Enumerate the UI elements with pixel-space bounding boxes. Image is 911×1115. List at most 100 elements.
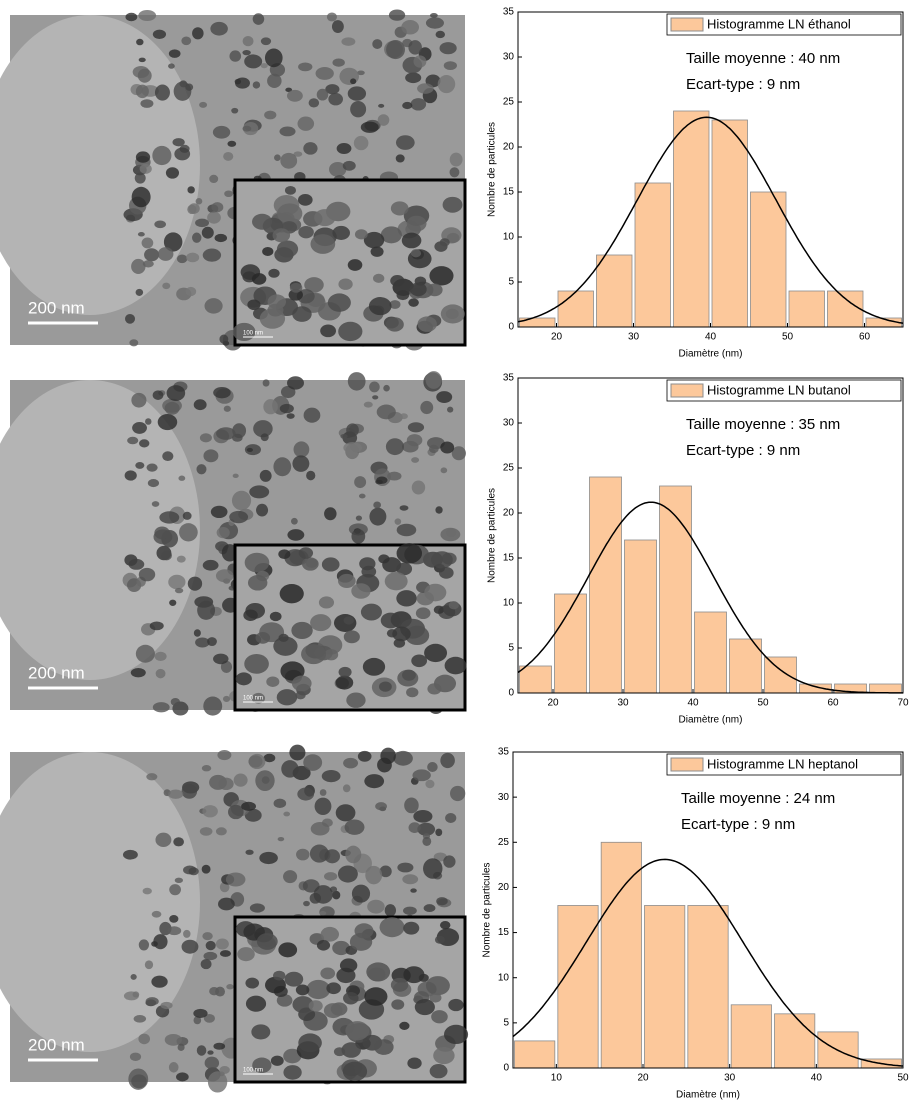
particle	[297, 194, 313, 206]
particle	[395, 154, 405, 163]
particle	[310, 234, 336, 254]
particle	[342, 784, 351, 793]
particle	[337, 865, 358, 883]
particle	[157, 413, 178, 431]
particle	[224, 190, 234, 198]
particle	[384, 572, 408, 591]
particle	[200, 959, 212, 970]
particle	[316, 940, 331, 951]
legend-label: Histogramme LN éthanol	[707, 16, 851, 31]
particle	[260, 37, 272, 46]
annotation: Ecart-type : 9 nm	[681, 816, 795, 833]
particle	[324, 649, 339, 661]
particle	[390, 275, 405, 287]
bar	[827, 290, 864, 328]
particle	[401, 19, 419, 35]
particle	[408, 40, 422, 55]
particle	[433, 1047, 455, 1065]
particle	[435, 30, 445, 39]
particle	[151, 910, 162, 918]
particle	[276, 994, 293, 1007]
particle	[164, 401, 180, 415]
particle	[181, 36, 192, 46]
particle	[331, 20, 344, 33]
particle	[213, 653, 229, 665]
particle	[209, 174, 219, 184]
particle	[202, 932, 213, 941]
particle	[273, 970, 286, 981]
particle	[291, 517, 298, 525]
particle	[325, 84, 340, 95]
particle	[235, 77, 250, 89]
particle	[347, 372, 366, 391]
particle	[338, 278, 353, 290]
particle	[402, 874, 419, 885]
particle	[394, 518, 402, 525]
x-tick-label: 30	[617, 698, 629, 709]
legend-box	[666, 13, 902, 36]
bar	[711, 119, 748, 328]
plot-frame	[512, 751, 904, 1069]
bar	[687, 905, 729, 1069]
particle	[265, 976, 286, 994]
particle	[280, 661, 305, 681]
particle	[283, 1048, 302, 1064]
particle	[362, 657, 386, 676]
particle	[195, 218, 210, 228]
particle	[379, 917, 405, 938]
y-tick-label: 5	[508, 277, 514, 288]
particle	[351, 583, 371, 599]
particle	[303, 754, 323, 771]
particle	[405, 72, 422, 84]
particle	[339, 67, 359, 85]
particle	[283, 1065, 302, 1080]
particle	[435, 828, 443, 837]
particle	[149, 621, 164, 631]
particle	[132, 991, 140, 998]
y-tick-label: 10	[503, 232, 515, 243]
bar	[730, 1004, 772, 1069]
particle	[151, 501, 160, 507]
particle	[124, 470, 137, 481]
particle	[393, 750, 413, 766]
particle	[425, 17, 444, 29]
particle	[407, 1057, 422, 1069]
x-axis-label: Diamètre (nm)	[676, 1090, 740, 1101]
particle	[388, 9, 406, 21]
particle	[385, 438, 404, 456]
particle	[377, 114, 390, 126]
x-tick-label: 40	[687, 698, 699, 709]
particle	[178, 475, 186, 481]
particle	[411, 457, 420, 463]
bar	[774, 1013, 816, 1069]
particle	[295, 984, 310, 996]
particle	[155, 668, 166, 679]
particle	[357, 750, 372, 762]
particle	[252, 213, 273, 230]
x-axis-label: Diamètre (nm)	[679, 349, 743, 360]
particle	[408, 822, 421, 833]
particle	[445, 308, 459, 319]
particle	[423, 904, 436, 913]
annotation: Ecart-type : 9 nm	[686, 76, 800, 93]
particle	[244, 808, 262, 822]
particle	[284, 971, 304, 987]
particle	[343, 616, 354, 625]
y-tick-label: 35	[503, 373, 515, 384]
fit-curve	[517, 501, 903, 694]
scale-label: 200 nm	[28, 1035, 85, 1054]
particle	[384, 904, 397, 917]
particle	[217, 750, 232, 761]
particle	[367, 899, 385, 914]
particle	[369, 507, 387, 526]
particle	[392, 626, 411, 642]
particle	[135, 461, 145, 469]
bar	[729, 638, 762, 694]
particle	[292, 306, 312, 322]
particle	[267, 73, 282, 88]
particle	[310, 614, 332, 632]
particle	[192, 232, 202, 243]
particle	[345, 1021, 370, 1041]
particle	[390, 977, 409, 992]
particle	[314, 209, 336, 227]
